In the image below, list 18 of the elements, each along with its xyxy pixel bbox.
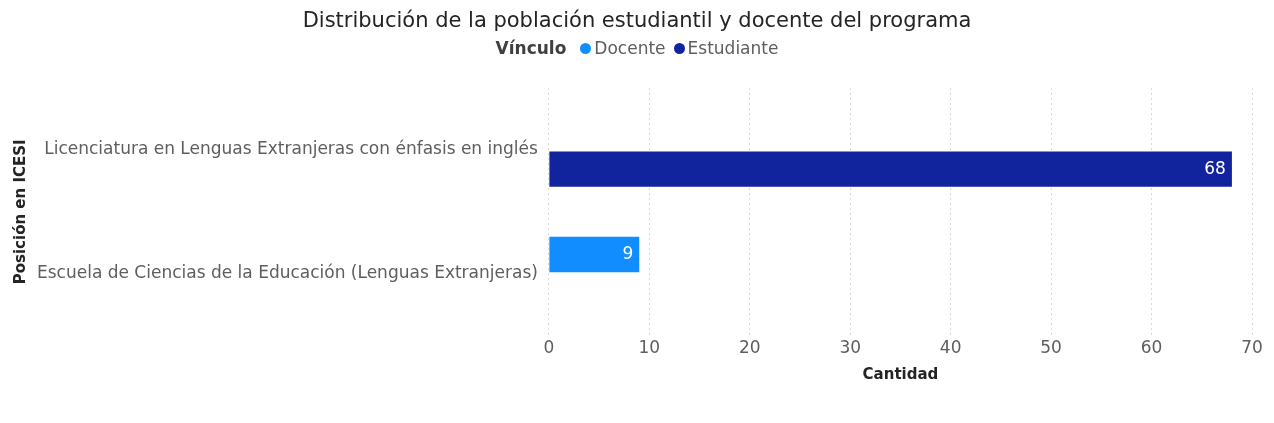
x-axis-title: Cantidad (862, 364, 939, 383)
data-label: 68 (1204, 157, 1226, 178)
y-tick-label: Escuela de Ciencias de la Educación (Lenguas Extranjeras) (36, 262, 538, 283)
y-axis-title: Posición en ICESI (10, 139, 29, 285)
data-label: 9 (622, 242, 634, 263)
x-tick-label: 10 (638, 337, 661, 358)
legend-label: Docente (594, 38, 666, 58)
x-tick-label: 40 (939, 337, 962, 358)
legend-title: Vínculo (495, 38, 567, 58)
chart-title: Distribución de la población estudiantil y docente del programa (301, 8, 973, 32)
x-tick-label: 0 (543, 337, 555, 358)
x-tick-label: 30 (839, 337, 862, 358)
x-tick-label: 20 (738, 337, 761, 358)
x-tick-label: 70 (1241, 337, 1263, 358)
x-tick-label: 50 (1040, 337, 1062, 358)
x-tick-label: 60 (1140, 337, 1163, 358)
y-tick-label: Licenciatura en Lenguas Extranjeras con énfasis en inglés (44, 138, 539, 159)
legend-label: Estudiante (687, 38, 779, 58)
